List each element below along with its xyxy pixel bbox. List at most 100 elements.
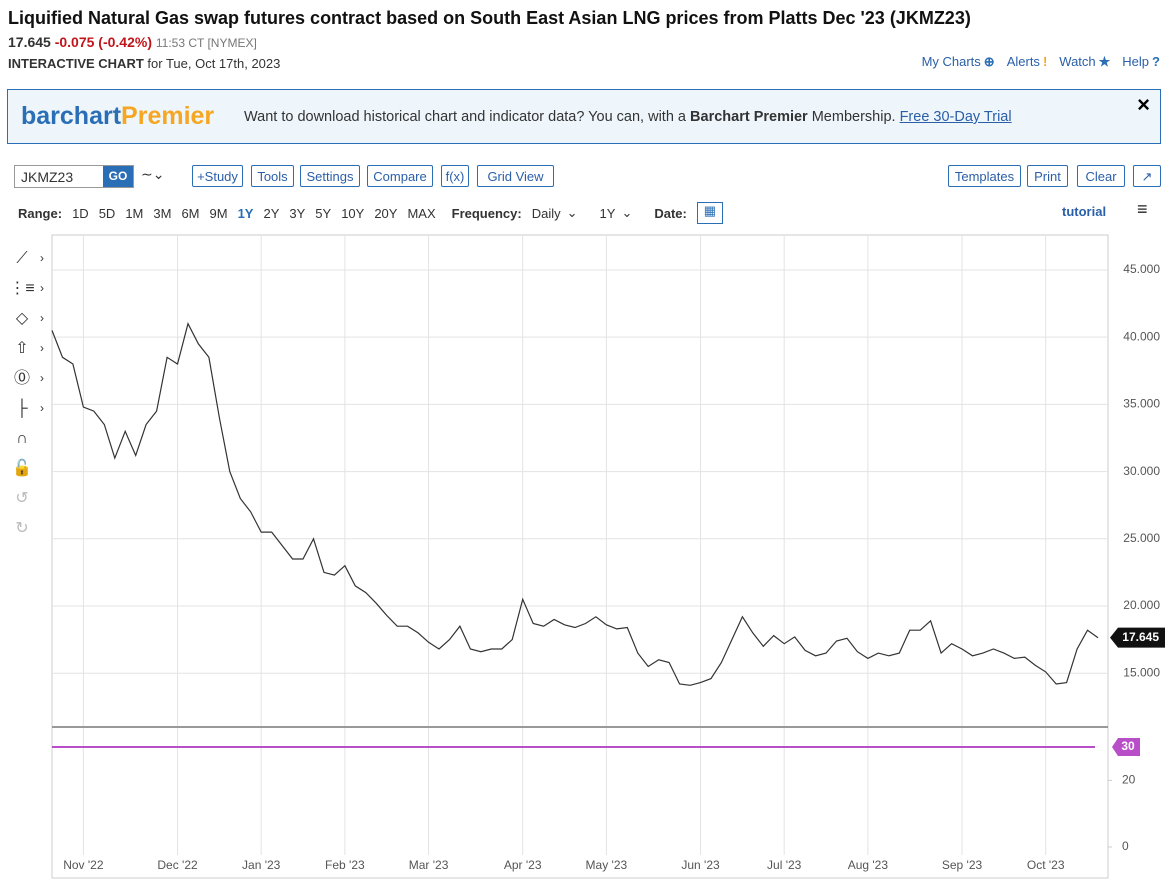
range-option[interactable]: 10Y [341, 205, 365, 221]
y-tick-label: 30.000 [1123, 464, 1160, 478]
chart-type-menu[interactable]: ∼⌄ [141, 166, 165, 182]
page-title: Liquified Natural Gas swap futures contr… [8, 8, 971, 28]
banner-bold: Barchart Premier [690, 109, 808, 125]
tutorial-link[interactable]: tutorial [1062, 204, 1106, 219]
y-tick-label: 20 [1122, 773, 1136, 787]
y-tick-label: 35.000 [1123, 397, 1160, 411]
drawing-tool[interactable]: ∩ [16, 430, 28, 447]
x-tick-label: Apr '23 [504, 858, 542, 872]
premier-banner: barchartPremier Want to download histori… [7, 89, 1161, 144]
range-option[interactable]: 3Y [289, 205, 306, 221]
toolbar-button[interactable]: Clear [1077, 165, 1125, 187]
range-option[interactable]: 9M [209, 205, 228, 221]
range-option[interactable]: MAX [407, 205, 436, 221]
x-tick-label: Dec '22 [157, 858, 198, 872]
subtitle-bold: INTERACTIVE CHART [8, 56, 144, 71]
drawing-tool[interactable]: 🔓 [12, 458, 32, 477]
frequency-select[interactable]: Daily [531, 205, 561, 221]
date-label: Date: [654, 205, 687, 221]
quote-time: 11:53 CT [NYMEX] [155, 36, 257, 50]
range-option[interactable]: 5D [98, 205, 116, 221]
symbol-box[interactable]: JKMZ23 GO [14, 165, 134, 188]
frequency-label: Frequency: [451, 205, 522, 221]
drawing-tool[interactable]: ◇ [16, 310, 29, 327]
range-option[interactable]: 1M [125, 205, 144, 221]
link-icon: ! [1042, 54, 1048, 69]
plot-frame [51, 234, 1109, 879]
date-picker[interactable]: ▦ [696, 202, 723, 224]
toolbar-button[interactable]: Tools [251, 165, 294, 187]
close-button[interactable]: × [1137, 92, 1150, 117]
drawing-tool[interactable]: ↺ [15, 490, 28, 507]
tool-arrow: › [40, 371, 44, 385]
x-tick-label: Jan '23 [242, 858, 281, 872]
logo-a: barchart [21, 102, 122, 130]
drawing-tool[interactable]: ├ [16, 398, 28, 418]
expand-button[interactable]: ↗ [1133, 165, 1161, 187]
y-tick-label: 20.000 [1123, 598, 1160, 612]
logo: barchartPremier [21, 102, 214, 131]
toolbar-button[interactable]: Compare [367, 165, 433, 187]
x-tick-label: Nov '22 [63, 858, 104, 872]
x-tick-label: May '23 [586, 858, 628, 872]
range-option[interactable]: 2Y [263, 205, 280, 221]
drawing-tool[interactable]: ⟋ [16, 250, 28, 267]
chevron: ⌄ [621, 205, 633, 220]
tool-arrow: › [40, 311, 44, 325]
last-price-tag [1110, 627, 1165, 648]
menu-icon[interactable]: ≡ [1137, 199, 1148, 219]
range-option[interactable]: 20Y [374, 205, 398, 221]
banner-text-a: Want to download historical chart and in… [244, 109, 691, 125]
tool-arrow: › [40, 401, 44, 415]
range-label: Range: [18, 205, 63, 221]
header-link[interactable]: Help [1122, 54, 1150, 69]
toolbar-button[interactable]: Settings [300, 165, 360, 187]
price-line [51, 322, 1099, 686]
range-option[interactable]: 5Y [315, 205, 332, 221]
last-price-label: 17.645 [1122, 630, 1159, 644]
tutorial-text: tutorial [1062, 204, 1107, 219]
tool-arrow: › [40, 341, 44, 355]
link-icon: ★ [1098, 54, 1111, 69]
trial-link[interactable]: Free 30-Day Trial [899, 109, 1012, 125]
header-link[interactable]: Alerts [1006, 54, 1040, 69]
drawing-tool[interactable]: ⇧ [15, 340, 28, 357]
quote: 17.645 -0.075 (-0.42%) 11:53 CT [NYMEX] [8, 34, 257, 50]
x-tick-label: Mar '23 [409, 858, 449, 872]
range-option[interactable]: 6M [181, 205, 200, 221]
y-tick-label: 0 [1122, 839, 1129, 853]
header-links: My Charts ⊕ Alerts! Watch ★ Help? [922, 54, 1160, 70]
toolbar-button[interactable]: f(x) [441, 165, 469, 187]
range-option[interactable]: 3M [153, 205, 172, 221]
toolbar-button[interactable]: Grid View [477, 165, 554, 187]
go-button[interactable]: GO [103, 166, 133, 187]
link-icon: ? [1152, 54, 1160, 69]
x-tick-label: Sep '23 [942, 858, 983, 872]
price-change: -0.075 (-0.42%) [54, 34, 152, 50]
x-tick-label: Aug '23 [848, 858, 889, 872]
range-bar: Range: 1D 5D 1M 3M 6M 9M 1Y 2Y 3Y 5Y 10Y 20Y MAX Frequ… [18, 202, 723, 224]
subtitle-date: for Tue, Oct 17th, 2023 [147, 56, 281, 71]
range-option[interactable]: 1D [72, 205, 89, 221]
banner-text-b: Membership. [807, 109, 900, 125]
tool-arrow: › [40, 281, 44, 295]
drawing-tool[interactable]: ⓪ [14, 369, 30, 387]
drawing-tool[interactable]: ↻ [15, 520, 28, 537]
subtitle: INTERACTIVE CHART for Tue, Oct 17th, 202… [8, 56, 280, 71]
symbol-input[interactable]: JKMZ23 [21, 169, 74, 185]
last-price: 17.645 [8, 34, 51, 50]
x-tick-label: Jul '23 [767, 858, 802, 872]
toolbar-button[interactable]: +Study [192, 165, 243, 187]
drawing-tool[interactable]: ⋮≡ [9, 280, 34, 297]
y-tick-label: 15.000 [1123, 665, 1160, 679]
period-select[interactable]: 1Y [599, 205, 616, 221]
indicator-tag [1112, 738, 1140, 756]
range-option[interactable]: 1Y [237, 205, 254, 221]
header-link[interactable]: My Charts [921, 54, 981, 69]
y-tick-label: 40.000 [1123, 329, 1160, 343]
header-link[interactable]: Watch [1059, 54, 1096, 69]
toolbar-button[interactable]: Print [1027, 165, 1068, 187]
toolbar-button[interactable]: Templates [948, 165, 1021, 187]
x-tick-label: Jun '23 [681, 858, 720, 872]
